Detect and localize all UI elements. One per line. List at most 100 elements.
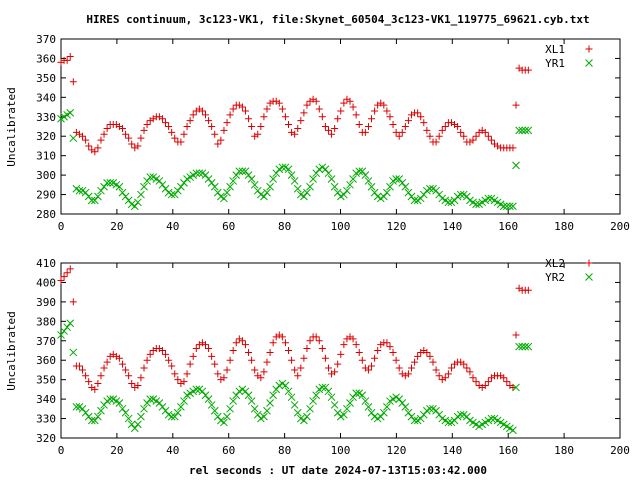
data-point bbox=[386, 182, 394, 191]
y-tick-label: 370 bbox=[36, 33, 56, 46]
data-point bbox=[484, 378, 492, 386]
data-point bbox=[66, 53, 74, 60]
data-point bbox=[226, 111, 234, 119]
data-point bbox=[158, 180, 167, 189]
data-point bbox=[143, 356, 151, 364]
data-point bbox=[297, 117, 305, 125]
data-point bbox=[284, 165, 293, 174]
data-point bbox=[410, 196, 419, 205]
data-point bbox=[371, 107, 379, 115]
x-tick-label: 60 bbox=[222, 444, 235, 457]
data-point bbox=[250, 404, 259, 413]
data-point bbox=[358, 167, 367, 176]
data-point bbox=[97, 372, 105, 380]
data-point bbox=[247, 397, 256, 405]
data-point bbox=[103, 358, 111, 366]
data-point bbox=[211, 360, 219, 368]
data-point bbox=[419, 190, 428, 199]
data-point bbox=[125, 372, 133, 380]
data-point bbox=[312, 97, 320, 105]
data-point bbox=[312, 333, 320, 341]
data-point bbox=[254, 130, 262, 138]
data-point bbox=[337, 350, 345, 358]
data-point bbox=[75, 362, 83, 370]
data-point bbox=[140, 404, 148, 413]
data-point bbox=[210, 406, 219, 415]
x-axis-label: rel seconds : UT date 2024-07-13T15:03:4… bbox=[189, 464, 487, 477]
data-point bbox=[278, 333, 286, 341]
data-point bbox=[189, 111, 197, 119]
data-point bbox=[487, 136, 495, 144]
data-point bbox=[395, 395, 404, 403]
data-point bbox=[210, 182, 219, 191]
data-point bbox=[315, 105, 323, 113]
data-point bbox=[134, 382, 142, 389]
data-point bbox=[85, 378, 93, 386]
data-point bbox=[484, 194, 493, 203]
data-point bbox=[349, 103, 357, 111]
data-point bbox=[69, 78, 77, 86]
data-point bbox=[137, 134, 145, 142]
data-point bbox=[241, 341, 249, 349]
data-point bbox=[79, 132, 87, 140]
x-tick-label: 120 bbox=[386, 220, 406, 233]
data-point bbox=[306, 404, 314, 413]
data-point bbox=[290, 177, 299, 185]
data-point bbox=[438, 126, 446, 134]
data-point bbox=[174, 376, 182, 384]
data-point bbox=[248, 123, 256, 130]
data-point bbox=[512, 161, 520, 170]
data-point bbox=[374, 347, 382, 354]
legend-marker bbox=[585, 45, 593, 53]
top-panel: Uncalibrated 0 20 40 60 80 100 120 140 160 180 200… bbox=[5, 33, 630, 233]
data-point bbox=[407, 412, 416, 421]
data-point bbox=[506, 202, 514, 211]
x-tick-label: 160 bbox=[498, 444, 518, 457]
data-point bbox=[368, 115, 376, 123]
data-point bbox=[143, 177, 151, 185]
data-point bbox=[426, 404, 434, 413]
data-point bbox=[294, 124, 302, 132]
data-point bbox=[244, 391, 253, 400]
data-point bbox=[180, 397, 188, 405]
data-point bbox=[238, 103, 246, 111]
data-point bbox=[75, 186, 84, 195]
x-tick-label: 140 bbox=[442, 444, 462, 457]
data-point bbox=[327, 393, 336, 402]
data-point bbox=[324, 169, 333, 178]
data-point bbox=[158, 403, 167, 411]
data-point bbox=[352, 389, 361, 398]
data-point bbox=[293, 184, 302, 193]
data-point bbox=[432, 406, 440, 415]
data-point bbox=[337, 107, 345, 115]
data-point bbox=[167, 412, 176, 421]
data-point bbox=[223, 188, 231, 197]
data-point bbox=[263, 406, 271, 415]
data-point bbox=[297, 364, 305, 372]
data-point bbox=[367, 408, 376, 417]
y-tick-label: 290 bbox=[36, 189, 56, 202]
data-point bbox=[343, 404, 351, 413]
y-tick-label: 320 bbox=[36, 432, 56, 445]
data-point bbox=[205, 117, 213, 125]
data-point bbox=[287, 171, 296, 179]
x-tick-label: 0 bbox=[58, 220, 65, 233]
data-point bbox=[79, 366, 87, 374]
data-point bbox=[340, 341, 348, 349]
x-tick-label: 100 bbox=[331, 220, 351, 233]
data-point bbox=[368, 362, 376, 370]
data-point bbox=[383, 403, 391, 411]
data-point bbox=[414, 109, 422, 117]
data-point bbox=[521, 342, 530, 351]
data-point bbox=[115, 354, 123, 362]
data-point bbox=[177, 182, 185, 191]
data-point bbox=[161, 184, 170, 193]
data-point bbox=[229, 397, 238, 405]
data-point bbox=[82, 372, 90, 380]
data-point bbox=[435, 132, 443, 140]
bottom-panel-y-axis-label: Uncalibrated bbox=[5, 311, 18, 390]
data-point bbox=[198, 107, 206, 115]
data-point bbox=[367, 182, 376, 191]
data-point bbox=[324, 126, 332, 134]
data-point bbox=[450, 196, 459, 205]
